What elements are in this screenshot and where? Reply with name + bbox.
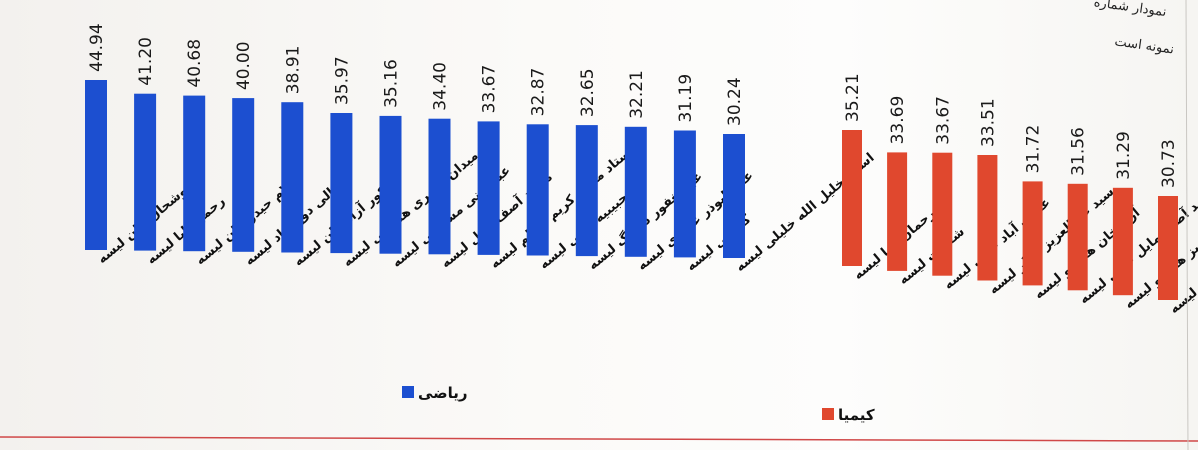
math-legend: ریاضی [402,384,468,402]
math-bar [232,98,255,252]
math-value-label: 32.21 [627,70,647,119]
math-value-label: 40.00 [234,41,254,90]
corner-caption: نمودار شماره نمونه است [1093,0,1175,58]
math-bar [673,130,696,258]
math-value-label: 41.20 [136,37,156,86]
math-value-label: 38.91 [283,46,303,95]
math-value-label: 44.94 [87,23,107,72]
chemistry-value-label: 33.69 [888,96,908,145]
chemistry-bar [932,152,953,276]
math-bar [134,93,157,251]
math-bar [624,126,647,257]
chemistry-value-label: 31.29 [1114,131,1134,180]
chemistry-legend-label: کیمیا [838,406,875,424]
math-value-label: 33.67 [480,65,500,114]
chemistry-bar [887,152,908,271]
math-bar [526,124,549,256]
chemistry-bar [842,130,862,266]
math-legend-swatch [402,386,414,398]
chemistry-bar [1112,187,1133,296]
chemistry-legend: کیمیا [822,406,875,424]
bottom-rule [0,436,1198,442]
corner-caption-line-1: نمودار شماره [1093,0,1168,20]
math-legend-label: ریاضی [418,384,468,402]
chemistry-bar [977,155,998,281]
math-value-label: 32.65 [578,68,598,117]
math-bar [379,115,402,254]
math-value-label: 30.24 [725,77,745,126]
chemistry-value-label: 35.21 [843,73,863,122]
right-edge-divider [1185,0,1189,450]
corner-caption-line-2: نمونه است [1114,34,1175,57]
chemistry-value-label: 33.51 [978,98,998,147]
math-value-label: 32.87 [529,68,549,117]
chemistry-bar [1022,181,1043,286]
chemistry-bar [1158,196,1178,300]
math-bar [281,102,304,253]
math-bar [428,118,451,255]
chemistry-value-label: 33.67 [933,96,953,145]
chemistry-legend-swatch [822,408,834,420]
math-bar [477,121,500,255]
math-value-label: 31.19 [676,74,696,123]
math-bar [723,134,745,258]
math-bar [330,113,353,254]
chemistry-bar [1067,183,1088,291]
math-bar [575,125,598,257]
chemistry-value-label: 31.72 [1024,125,1044,174]
math-value-label: 34.40 [431,62,451,111]
chemistry-value-label: 31.56 [1069,127,1089,176]
math-value-label: 40.68 [185,39,205,88]
math-value-label: 35.16 [382,59,402,108]
math-value-label: 35.97 [332,56,352,105]
math-bar [183,95,206,252]
chemistry-value-label: 30.73 [1159,139,1179,188]
math-bar [85,80,107,250]
